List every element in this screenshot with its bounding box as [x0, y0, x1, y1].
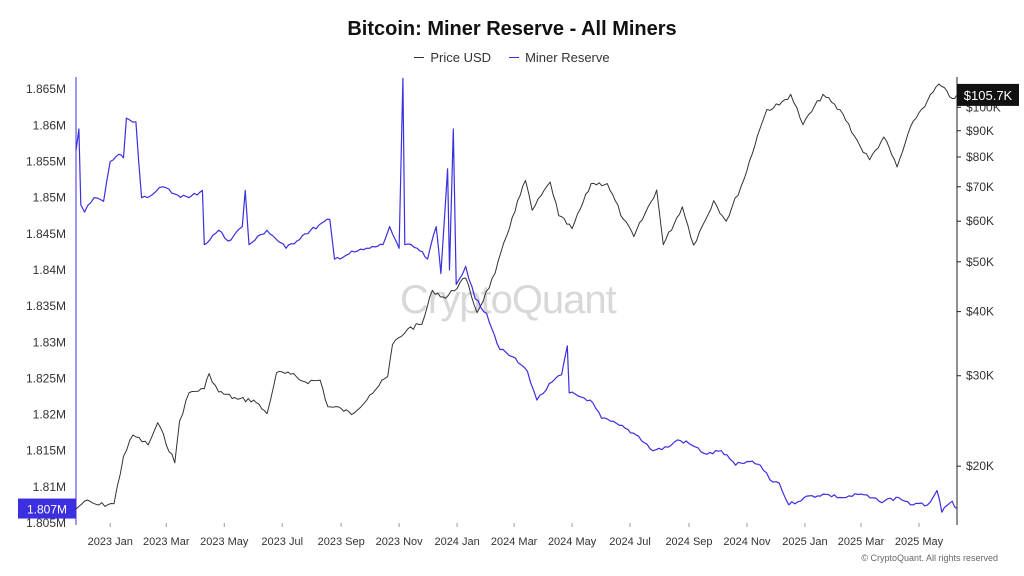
y-tick-label-left: 1.85M — [33, 191, 66, 205]
y-tick-label-right: $70K — [966, 180, 994, 194]
x-tick-label: 2025 Jan — [782, 536, 827, 548]
x-tick-label: 2024 Jul — [609, 536, 651, 548]
y-tick-label-left: 1.825M — [26, 371, 66, 385]
series-line-miner-reserve[interactable] — [75, 77, 958, 513]
y-tick-label-left: 1.805M — [26, 516, 66, 530]
y-tick-label-right: $20K — [966, 459, 994, 473]
current-price-label: $105.7K — [964, 88, 1013, 103]
y-tick-label-right: $80K — [966, 150, 994, 164]
x-tick-label: 2024 Mar — [491, 536, 538, 548]
copyright-text: © CryptoQuant. All rights reserved — [861, 553, 998, 563]
y-tick-label-left: 1.81M — [33, 480, 66, 494]
legend-label-miner-reserve: Miner Reserve — [525, 50, 610, 65]
legend: Price USD Miner Reserve — [0, 50, 1024, 65]
x-tick-label: 2024 May — [548, 536, 597, 548]
legend-swatch-miner-reserve — [509, 57, 520, 58]
y-tick-label-left: 1.865M — [26, 82, 66, 96]
x-tick-label: 2023 May — [200, 536, 249, 548]
x-tick-label: 2024 Nov — [723, 536, 771, 548]
y-tick-label-right: $60K — [966, 214, 994, 228]
y-tick-label-left: 1.835M — [26, 299, 66, 313]
y-tick-label-left: 1.815M — [26, 444, 66, 458]
y-tick-label-right: $50K — [966, 255, 994, 269]
chart-title: Bitcoin: Miner Reserve - All Miners — [347, 18, 677, 40]
current-miner-reserve-badge — [18, 498, 76, 519]
x-tick-label: 2023 Jul — [261, 536, 303, 548]
y-tick-label-right: $30K — [966, 369, 994, 383]
y-tick-label-left: 1.83M — [33, 335, 66, 349]
y-tick-label-left: 1.855M — [26, 155, 66, 169]
series-line-price[interactable] — [75, 83, 958, 510]
x-tick-label: 2025 May — [895, 536, 944, 548]
legend-item-price[interactable]: Price USD — [414, 50, 491, 65]
y-tick-label-left: 1.86M — [33, 118, 66, 132]
x-tick-label: 2024 Jan — [434, 536, 479, 548]
current-price-badge — [957, 83, 1019, 106]
x-tick-label: 2023 Sep — [318, 536, 365, 548]
y-tick-label-right: $90K — [966, 124, 994, 138]
legend-swatch-price — [414, 57, 425, 58]
y-tick-label-left: 1.845M — [26, 227, 66, 241]
x-tick-label: 2024 Sep — [665, 536, 712, 548]
y-tick-label-right: $40K — [966, 305, 994, 319]
y-tick-label-left: 1.82M — [33, 408, 66, 422]
x-tick-label: 2023 Nov — [376, 536, 424, 548]
current-miner-reserve-label: 1.807M — [27, 503, 67, 517]
legend-label-price: Price USD — [430, 50, 492, 65]
watermark: CryptoQuant — [400, 278, 617, 322]
y-tick-label-left: 1.84M — [33, 263, 66, 277]
x-tick-label: 2023 Jan — [88, 536, 133, 548]
legend-item-miner-reserve[interactable]: Miner Reserve — [509, 50, 610, 65]
x-tick-label: 2025 Mar — [838, 536, 885, 548]
x-tick-label: 2023 Mar — [143, 536, 190, 548]
